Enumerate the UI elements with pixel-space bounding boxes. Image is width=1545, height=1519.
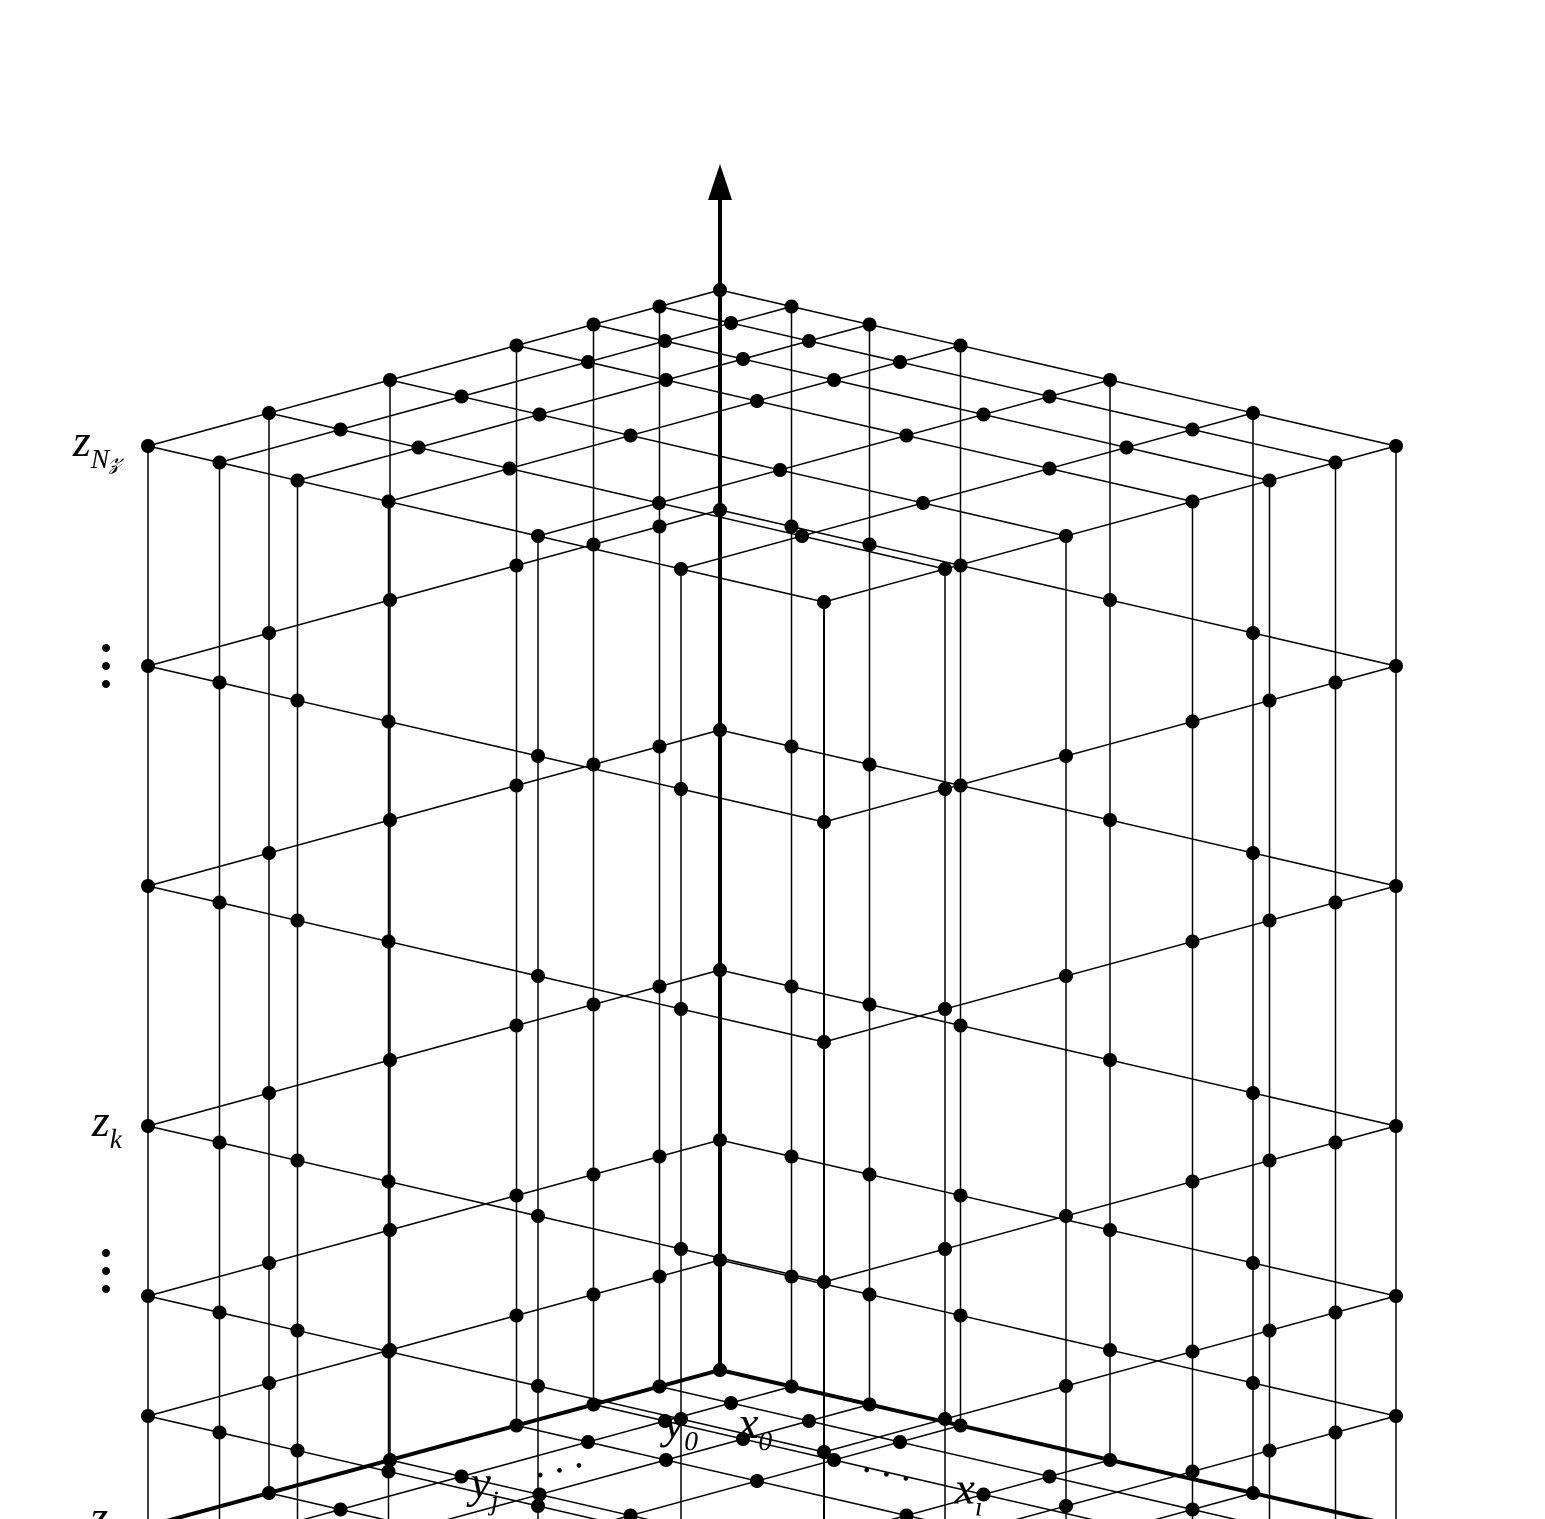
- label-z0: z0: [89, 1491, 122, 1519]
- label-xi: xi: [954, 1463, 983, 1519]
- grid-lines: [148, 290, 1396, 1519]
- ellipsis-x-1: . . .: [860, 1436, 918, 1490]
- label-x0: x0: [737, 1397, 772, 1456]
- ellipsis-z-1: [102, 1249, 110, 1293]
- ellipsis-z-2: [102, 644, 110, 688]
- axes: [82, 200, 1474, 1519]
- axis-labels: x0xixNₓ. . .. . .y0yjyNᵧ. . .. . .z0zkzN…: [30, 415, 1504, 1519]
- label-yj: yj: [466, 1457, 498, 1516]
- ellipsis-y-1: . . .: [527, 1431, 586, 1487]
- label-zN: zN𝓏: [72, 415, 124, 474]
- grid-3d-diagram: x0xixNₓ. . .. . .y0yjyNᵧ. . .. . .z0zkzN…: [0, 0, 1545, 1519]
- label-zk: zk: [91, 1095, 123, 1154]
- label-y0: y0: [660, 1397, 698, 1456]
